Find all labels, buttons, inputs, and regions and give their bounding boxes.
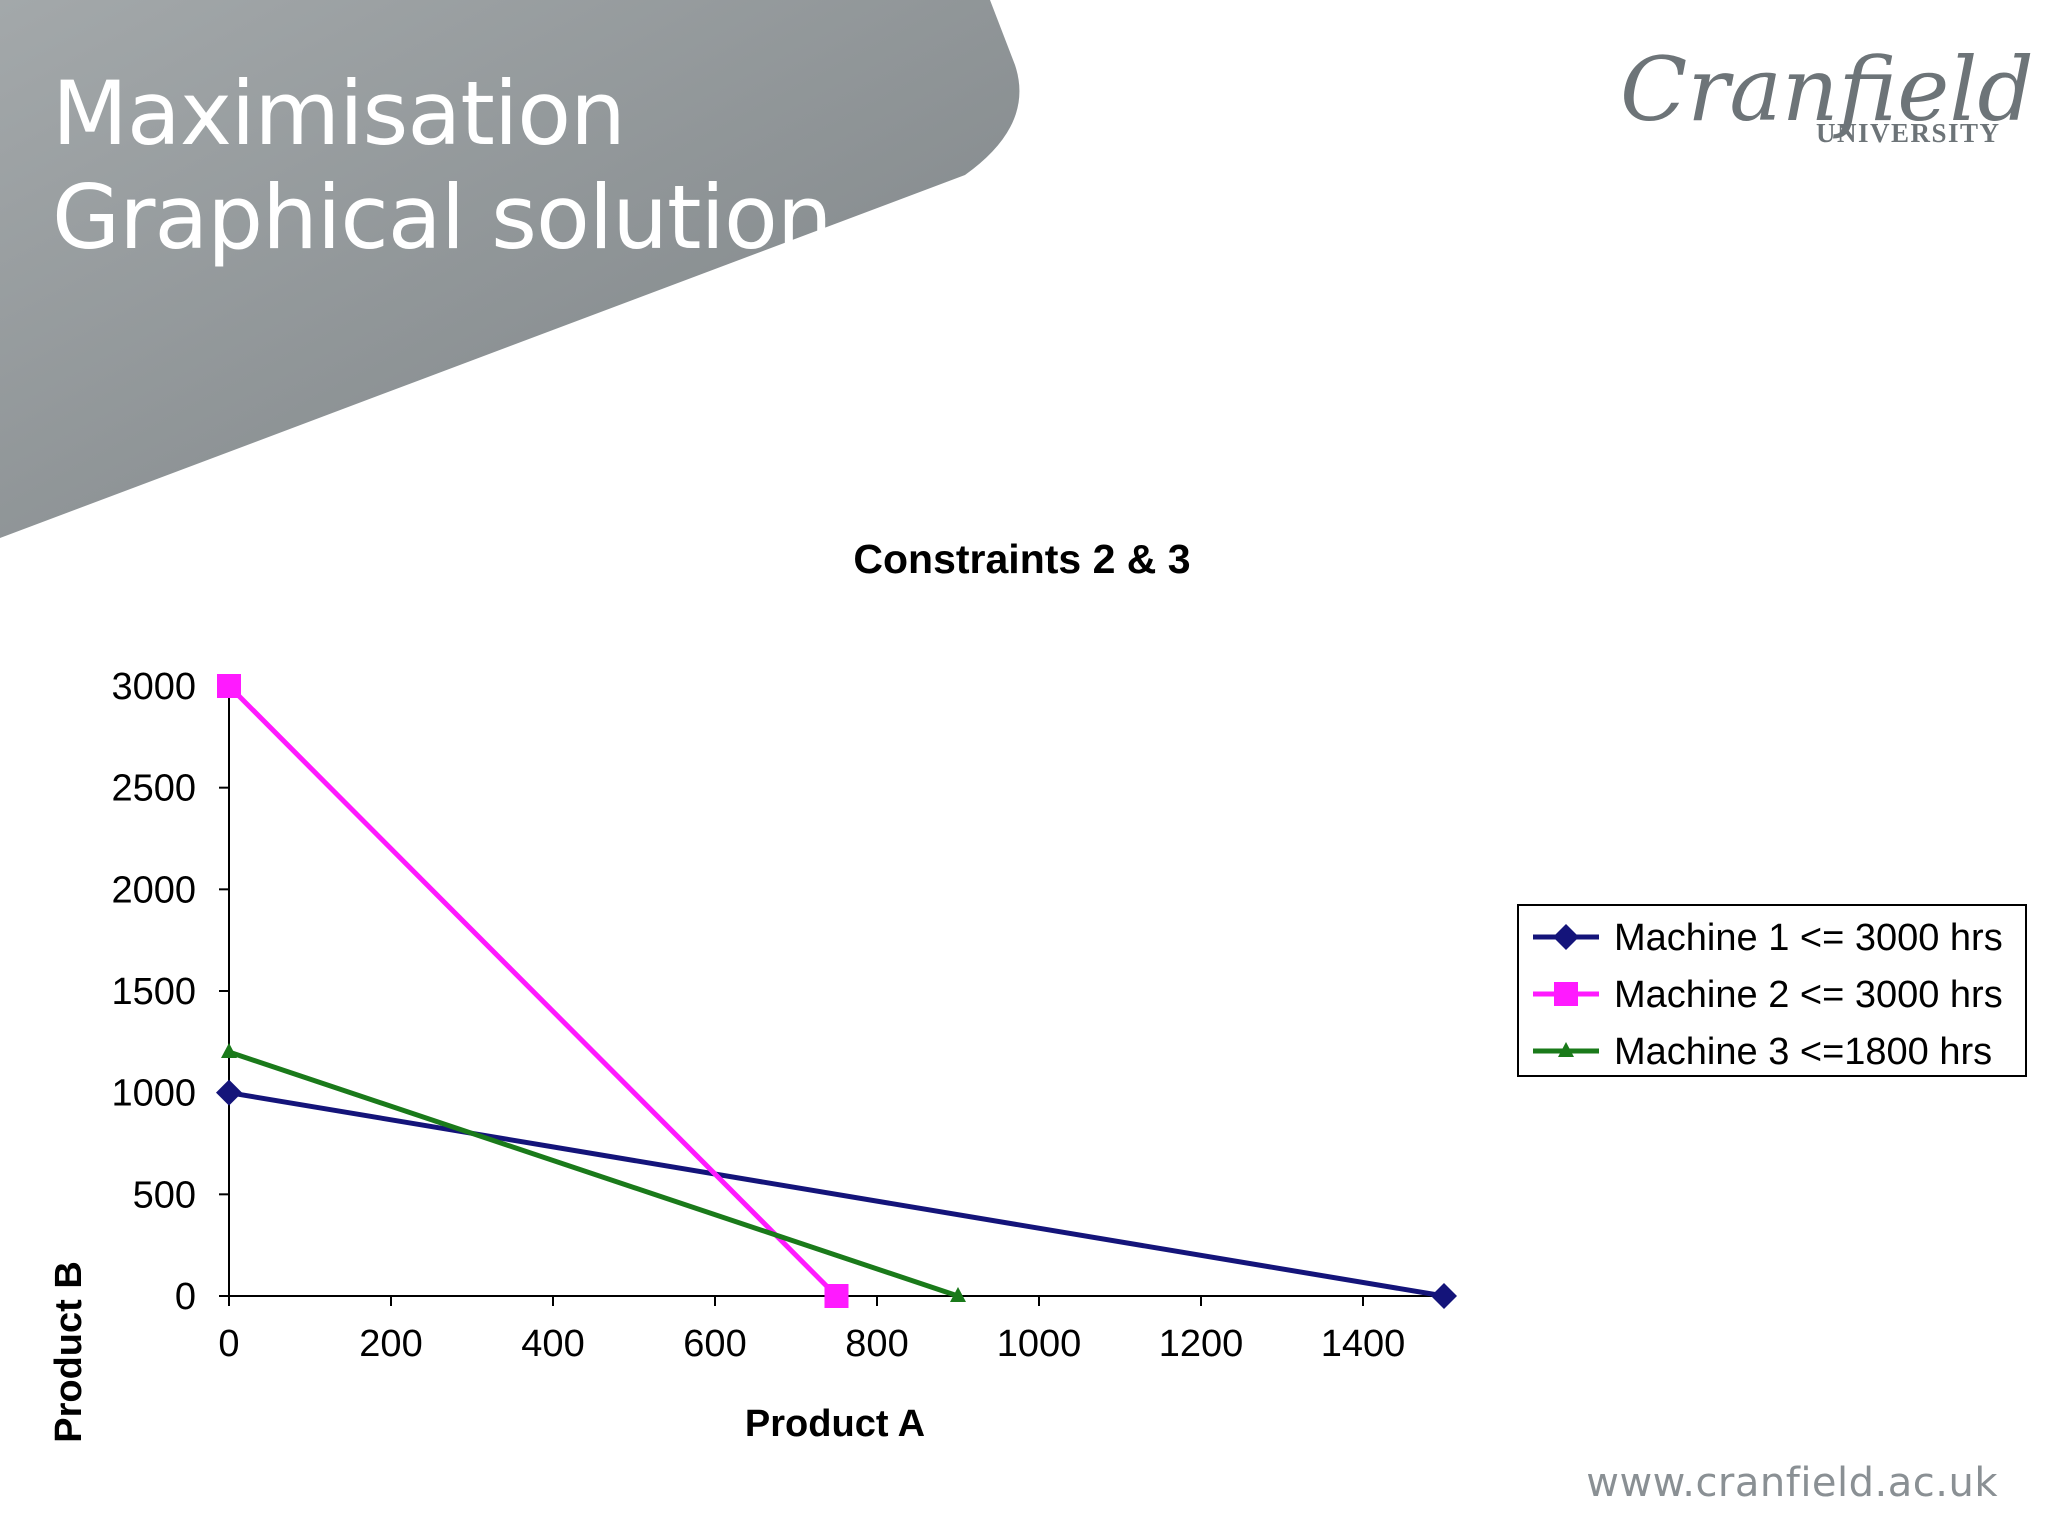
y-tick-label: 1000	[111, 1073, 196, 1115]
series-marker-machine-2	[824, 1284, 849, 1308]
logo-wordmark: Cranfield	[1620, 38, 2034, 141]
x-tick-label: 0	[218, 1323, 239, 1365]
logo-subtitle: UNIVERSITY	[1816, 118, 2001, 148]
x-tick-label: 800	[845, 1323, 908, 1365]
y-tick-label: 3000	[111, 666, 196, 708]
slide-title-line-2: Graphical solution	[52, 166, 833, 269]
y-tick-label: 1500	[111, 971, 196, 1013]
banner-shape	[0, 0, 1020, 538]
slide-title: Maximisation Graphical solution	[52, 62, 833, 270]
series-layer	[216, 674, 1457, 1309]
x-tick-label: 1000	[997, 1323, 1082, 1365]
x-ticks: 0 200 400 600 800 1000 1200 1400	[218, 1296, 1405, 1365]
legend-marker-machine-2	[1554, 982, 1578, 1006]
series-marker-machine-3	[950, 1287, 966, 1302]
series-line-machine-2	[227, 684, 839, 1298]
y-tick-label: 500	[133, 1174, 196, 1216]
series-marker-machine-1	[216, 1079, 242, 1106]
cranfield-logo: Cranfield UNIVERSITY	[1620, 40, 2034, 160]
x-tick-label: 1400	[1321, 1323, 1406, 1365]
legend-marker-machine-1	[1553, 924, 1579, 950]
x-axis-title: Product A	[745, 1403, 925, 1445]
x-tick-label: 600	[683, 1323, 746, 1365]
slide-title-line-1: Maximisation	[52, 62, 626, 165]
legend-label-machine-2: Machine 2 <= 3000 hrs	[1614, 974, 2003, 1016]
legend-label-machine-1: Machine 1 <= 3000 hrs	[1614, 917, 2003, 959]
y-tick-label: 2000	[111, 869, 196, 911]
x-tick-label: 1200	[1159, 1323, 1244, 1365]
series-marker-machine-2	[217, 674, 241, 698]
series-marker-machine-3	[221, 1043, 237, 1058]
footer-url: www.cranfield.ac.uk	[1586, 1460, 1998, 1506]
x-tick-label: 400	[521, 1323, 584, 1365]
legend-marker-machine-3	[1558, 1042, 1574, 1057]
y-tick-label: 0	[175, 1276, 196, 1318]
series-line-machine-3	[228, 1049, 959, 1299]
y-axis-title: Product B	[48, 1261, 90, 1443]
series-line-machine-1	[228, 1090, 1445, 1299]
y-tick-label: 2500	[111, 768, 196, 810]
legend-label-machine-3: Machine 3 <=1800 hrs	[1614, 1031, 1992, 1073]
series-marker-machine-1	[1431, 1283, 1457, 1309]
chart-title: Constraints 2 & 3	[853, 536, 1190, 582]
legend-box	[1517, 904, 2027, 1077]
y-ticks: 0 500 1000 1500 2000 2500 3000	[111, 666, 229, 1318]
legend: Machine 1 <= 3000 hrs Machine 2 <= 3000 h…	[1517, 904, 2027, 1077]
header-banner	[0, 0, 1020, 538]
x-tick-label: 200	[359, 1323, 422, 1365]
constraints-chart: Constraints 2 & 3 Product B Product A 0 2…	[48, 536, 2027, 1445]
